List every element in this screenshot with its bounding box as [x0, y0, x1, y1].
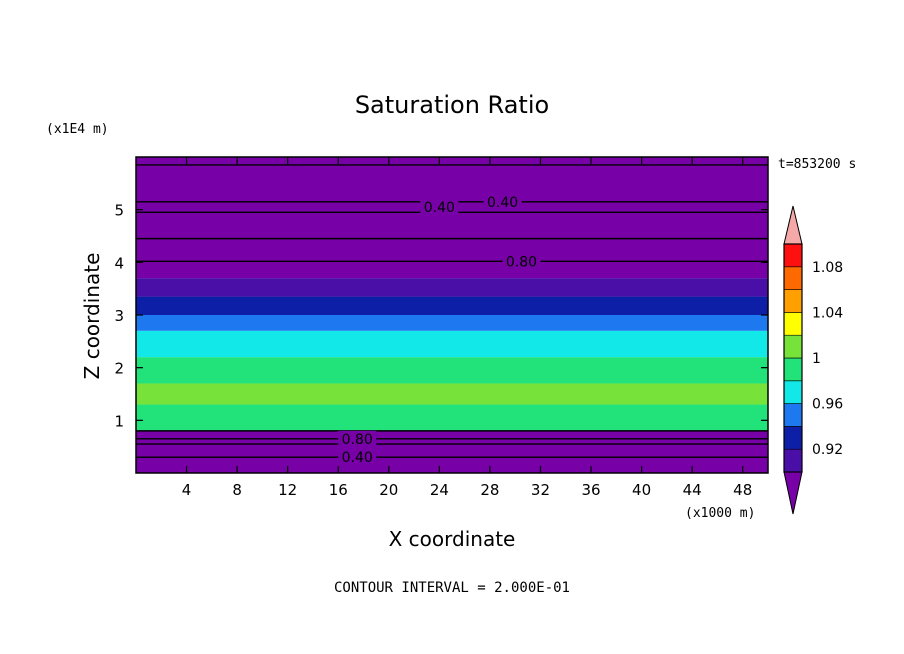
colorbar-segment-3	[783, 380, 803, 404]
x-tick-label-7: 32	[531, 481, 550, 499]
contour-label-bg-2	[502, 253, 541, 269]
colorbar-under-triangle	[783, 471, 803, 515]
contour-label-bg-0	[420, 199, 459, 215]
colorbar-tick-label-0: 0.92	[812, 442, 843, 458]
x-axis: 4 8 12 16 20 24 28 32 36 40 44 48	[182, 157, 752, 499]
y-tick-label-4: 5	[114, 202, 124, 220]
contour-label-1: 0.40	[487, 195, 518, 211]
y-unit-label: (x1E4 m)	[46, 122, 109, 137]
colorbar-tick-label-4: 1.08	[812, 260, 843, 276]
x-tick-label-11: 48	[733, 481, 752, 499]
colorbar-segment-8	[783, 266, 803, 290]
band-6	[136, 296, 768, 315]
x-tick-label-2: 12	[278, 481, 297, 499]
colorbar-segment-4	[783, 357, 803, 382]
colorbar-segment-7	[783, 289, 803, 313]
band-5	[136, 315, 768, 331]
x-unit-label: (x1000 m)	[685, 506, 755, 521]
time-label: t=853200 s	[778, 157, 856, 172]
y-tick-label-2: 3	[114, 307, 124, 325]
contour-label-4: 0.40	[342, 450, 373, 466]
x-tick-label-4: 20	[379, 481, 398, 499]
colorbar: 0.92 0.96 1 1.04 1.08	[783, 205, 843, 515]
colorbar-segment-2	[783, 403, 803, 427]
band-1	[136, 404, 768, 431]
contour-label-2: 0.80	[506, 254, 537, 270]
y-axis: 1 2 3 4 5	[114, 202, 768, 430]
band-3	[136, 357, 768, 384]
contour-label-bg-4	[338, 449, 377, 465]
x-axis-title: X coordinate	[389, 527, 516, 551]
colorbar-tick-label-2: 1	[812, 351, 821, 367]
x-tick-label-10: 44	[683, 481, 702, 499]
contour-interval-footer: CONTOUR INTERVAL = 2.000E-01	[334, 580, 570, 596]
band-8	[136, 157, 768, 279]
band-4	[136, 330, 768, 358]
x-tick-label-3: 16	[329, 481, 348, 499]
colorbar-tick-label-3: 1.04	[812, 305, 843, 321]
y-axis-title: Z coordinate	[80, 253, 104, 380]
colorbar-segment-5	[783, 334, 803, 359]
chart-title: Saturation Ratio	[355, 91, 549, 119]
contour-labels: 0.40 0.40 0.80 0.80 0.40	[338, 193, 541, 466]
x-tick-label-6: 28	[480, 481, 499, 499]
y-tick-label-1: 2	[114, 360, 124, 378]
colorbar-segment-0	[783, 448, 803, 473]
y-tick-label-0: 1	[114, 412, 124, 430]
y-tick-label-3: 4	[114, 254, 124, 272]
contour-label-0: 0.40	[424, 200, 455, 216]
x-tick-label-0: 4	[182, 481, 192, 499]
plot-area	[136, 157, 768, 473]
colorbar-over-triangle	[783, 205, 803, 245]
band-7	[136, 278, 768, 297]
band-0	[136, 430, 768, 473]
colorbar-segment-9	[783, 243, 803, 268]
colorbar-segment-1	[783, 426, 803, 450]
x-tick-label-1: 8	[232, 481, 242, 499]
x-tick-label-5: 24	[430, 481, 449, 499]
contour-label-bg-3	[338, 430, 377, 446]
colorbar-tick-label-1: 0.96	[812, 397, 843, 413]
contour-label-3: 0.80	[342, 432, 373, 448]
colorbar-segment-6	[783, 312, 803, 336]
contour-lines	[136, 164, 768, 458]
contour-label-bg-1	[483, 193, 522, 209]
colorbar-frame	[783, 243, 803, 473]
x-tick-label-9: 40	[632, 481, 651, 499]
band-2	[136, 383, 768, 405]
x-tick-label-8: 36	[581, 481, 600, 499]
